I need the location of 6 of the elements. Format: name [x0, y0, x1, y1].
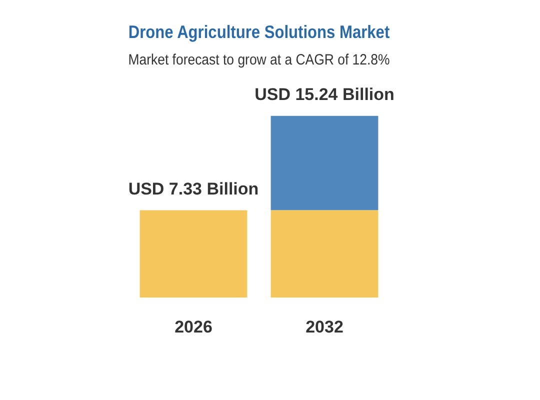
x-tick-label: 2032: [306, 317, 344, 336]
x-tick-label: 2026: [174, 317, 212, 336]
total-label: USD 7.33 Billion: [128, 179, 259, 198]
total-label: USD 15.24 Billion: [254, 85, 394, 104]
chart-subtitle: Market forecast to grow at a CAGR of 12.8%: [128, 50, 390, 68]
chart-title: Drone Agriculture Solutions Market: [128, 22, 390, 42]
